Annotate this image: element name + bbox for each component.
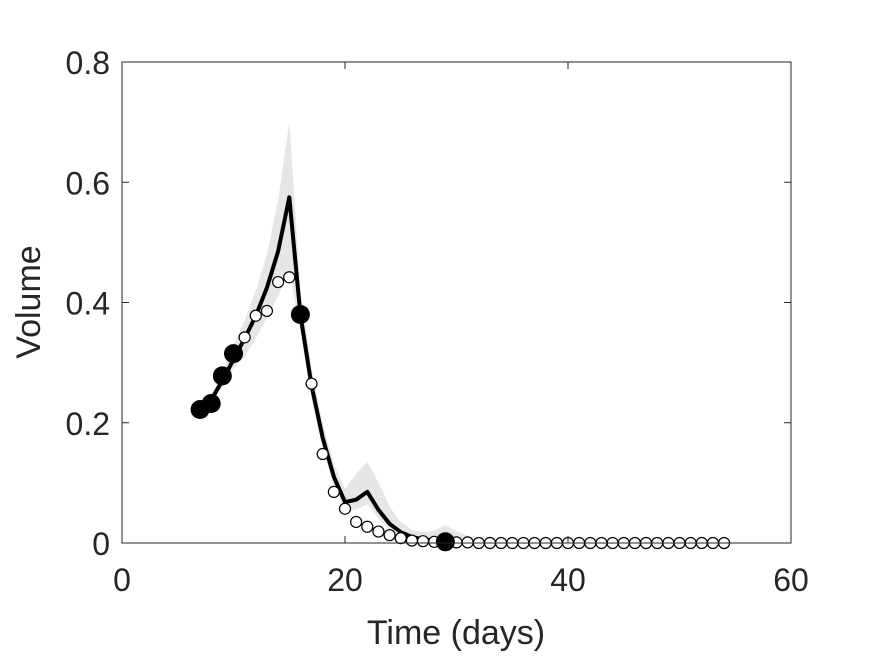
- open-marker: [394, 532, 407, 545]
- open-marker: [461, 536, 474, 549]
- y-tick-label: 0.8: [66, 45, 110, 81]
- x-axis-title: Time (days): [367, 614, 545, 652]
- plot-area: [122, 62, 791, 543]
- open-marker: [272, 275, 285, 289]
- y-tick-label: 0: [92, 526, 110, 562]
- filled-marker: [212, 366, 232, 386]
- filled-marker: [435, 532, 455, 552]
- x-tick-label: 40: [550, 562, 586, 598]
- y-axis-ticks: 0 0.2 0.4 0.6 0.8: [66, 45, 791, 562]
- x-tick-label: 60: [773, 562, 809, 598]
- open-marker: [260, 304, 274, 318]
- confidence-band-layer: [200, 122, 479, 543]
- open-marker: [238, 331, 251, 344]
- open-marker: [405, 534, 418, 547]
- y-tick-label: 0.2: [66, 406, 110, 442]
- open-marker: [361, 520, 374, 533]
- open-marker: [316, 447, 329, 461]
- open-marker: [383, 529, 396, 542]
- filled-marker-layer: [190, 305, 455, 552]
- open-marker: [338, 502, 352, 515]
- x-tick-label: 0: [113, 562, 131, 598]
- open-marker: [372, 525, 385, 538]
- open-marker: [283, 271, 296, 284]
- confidence-band: [200, 122, 479, 543]
- filled-marker: [201, 394, 221, 414]
- open-marker: [350, 515, 363, 529]
- open-marker: [416, 535, 430, 548]
- filled-marker: [290, 305, 310, 325]
- y-tick-label: 0.6: [66, 165, 110, 201]
- x-axis-ticks: 0 20 40 60: [113, 62, 809, 598]
- filled-marker: [224, 344, 243, 364]
- y-tick-label: 0.4: [66, 286, 110, 322]
- open-marker: [327, 485, 340, 498]
- open-marker: [249, 309, 262, 322]
- x-tick-label: 20: [327, 562, 363, 598]
- open-marker: [305, 377, 318, 390]
- y-axis-title: Volume: [10, 245, 48, 358]
